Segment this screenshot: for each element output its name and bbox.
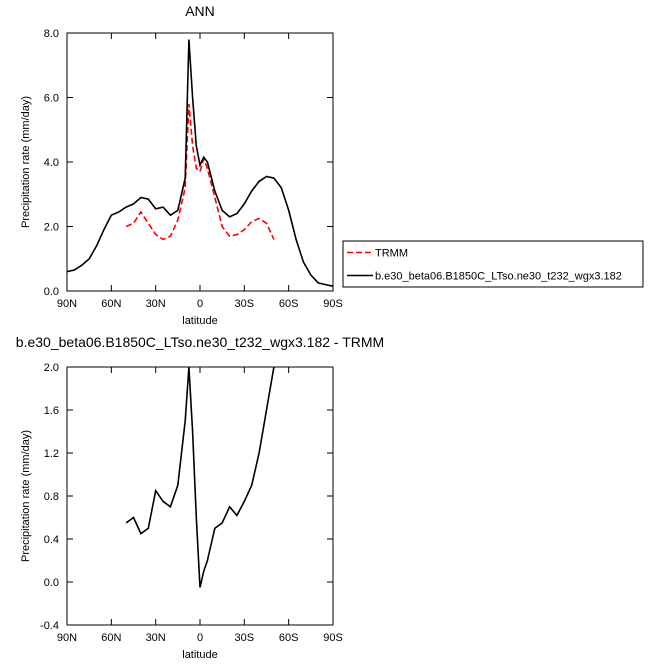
legend-label: b.e30_beta06.B1850C_LTso.ne30_t232_wgx3.… xyxy=(375,271,622,283)
x-tick-label: 90N xyxy=(57,298,77,310)
x-tick-label: 30N xyxy=(146,298,166,310)
y-tick-label: 2.0 xyxy=(44,362,59,374)
x-axis-label: latitude xyxy=(182,649,217,661)
chart-title: b.e30_beta06.B1850C_LTso.ne30_t232_wgx3.… xyxy=(16,334,384,350)
x-tick-label: 0 xyxy=(197,632,203,644)
x-tick-label: 30N xyxy=(146,632,166,644)
y-tick-label: 0.0 xyxy=(44,286,59,298)
legend-label: TRMM xyxy=(375,248,408,260)
y-tick-label: 2.0 xyxy=(44,222,59,234)
x-tick-label: 30S xyxy=(235,298,255,310)
x-tick-label: 60N xyxy=(101,298,121,310)
y-tick-label: 0.0 xyxy=(44,577,59,589)
x-tick-label: 90S xyxy=(323,632,343,644)
data-line xyxy=(125,366,275,588)
x-tick-label: 60N xyxy=(101,632,121,644)
y-tick-label: 1.6 xyxy=(44,405,59,417)
x-tick-label: 0 xyxy=(197,298,203,310)
y-tick-label: -0.4 xyxy=(40,620,59,632)
y-tick-label: 4.0 xyxy=(44,157,59,169)
x-tick-label: 60S xyxy=(279,632,299,644)
legend-box xyxy=(342,240,644,288)
y-tick-label: 1.2 xyxy=(44,448,59,460)
x-tick-label: 60S xyxy=(279,298,299,310)
y-tick-label: 0.4 xyxy=(44,534,59,546)
data-line xyxy=(66,39,334,287)
x-tick-label: 30S xyxy=(235,632,255,644)
x-tick-label: 90N xyxy=(57,632,77,644)
x-tick-label: 90S xyxy=(323,298,343,310)
y-tick-label: 0.8 xyxy=(44,491,59,503)
y-axis-label: Precipitation rate (mm/day) xyxy=(20,96,32,228)
y-tick-label: 6.0 xyxy=(44,93,59,105)
data-line xyxy=(125,103,275,241)
x-axis-label: latitude xyxy=(182,315,217,327)
y-axis-label: Precipitation rate (mm/day) xyxy=(20,430,32,562)
y-tick-label: 8.0 xyxy=(44,28,59,40)
chart-title: ANN xyxy=(185,3,215,19)
